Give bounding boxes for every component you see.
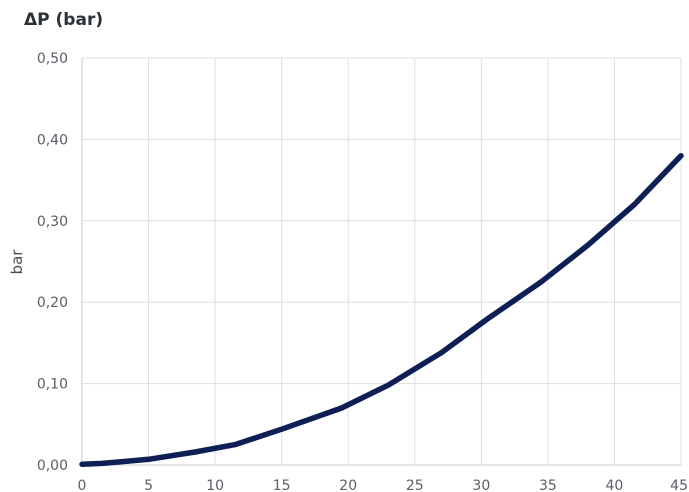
series-layer [79, 152, 684, 467]
y-tick-label: 0,40 [37, 132, 68, 148]
x-tick-label: 25 [406, 478, 424, 492]
x-tick-label: 10 [206, 478, 224, 492]
x-tick-labels: 0 5 10 15 20 25 30 35 40 45 [78, 478, 688, 492]
grid [82, 57, 682, 465]
axes [81, 58, 681, 466]
y-tick-label: 0,20 [37, 295, 68, 311]
x-tick-label: 40 [606, 478, 624, 492]
y-tick-label: 0,30 [37, 214, 68, 230]
x-tick-label: 35 [539, 478, 557, 492]
x-tick-label: 5 [144, 478, 153, 492]
x-tick-label: 0 [78, 478, 87, 492]
chart-title: ΔP (bar) [24, 10, 103, 30]
y-tick-label: 0,00 [37, 458, 68, 474]
x-tick-label: 30 [472, 478, 490, 492]
x-tick-label: 15 [273, 478, 291, 492]
x-tick-label: 45 [670, 478, 688, 492]
y-tick-label: 0,50 [37, 51, 68, 67]
y-axis-title: bar [8, 249, 26, 275]
series-line [79, 152, 684, 467]
y-tick-label: 0,10 [37, 377, 68, 393]
y-tick-labels: 0,00 0,10 0,20 0,30 0,40 0,50 [37, 51, 68, 474]
x-tick-label: 20 [339, 478, 357, 492]
